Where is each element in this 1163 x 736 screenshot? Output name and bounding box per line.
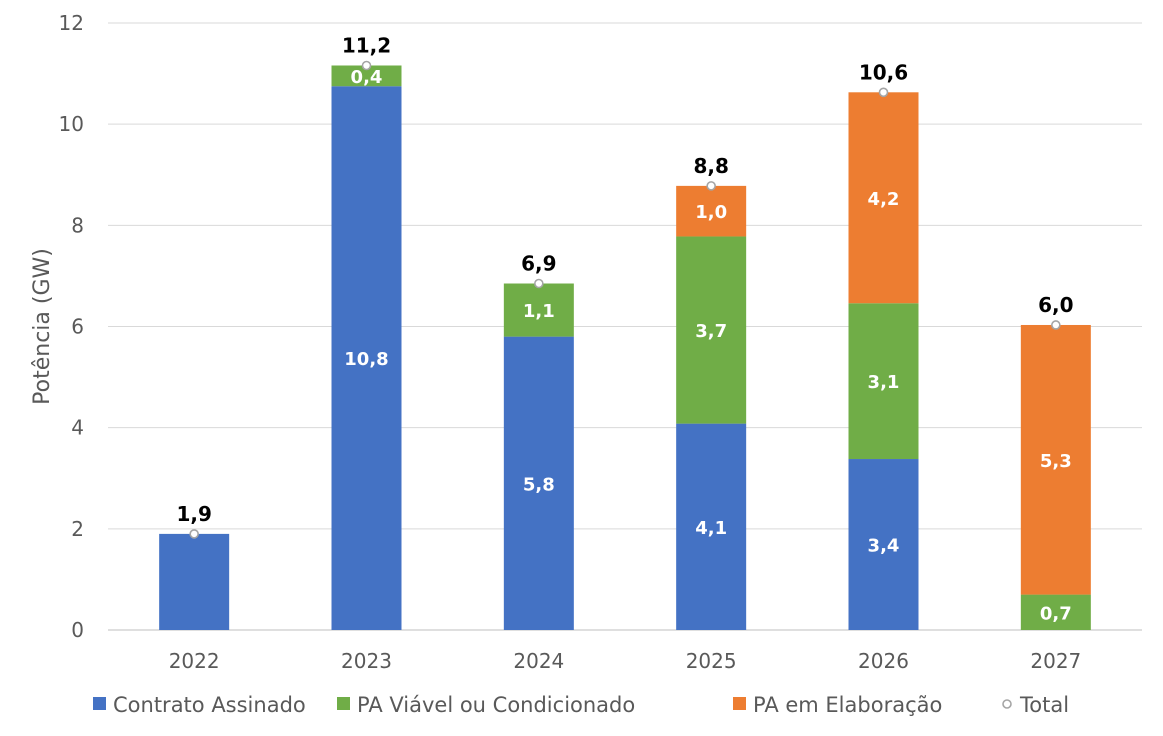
- x-tick-label: 2022: [169, 649, 220, 673]
- y-axis-label: Potência (GW): [30, 248, 55, 405]
- total-value-label: 10,6: [859, 60, 908, 84]
- total-marker: [189, 529, 199, 539]
- total-marker: [1051, 320, 1061, 330]
- legend-label: Total: [1019, 693, 1069, 717]
- y-axis-ticks: 0 2 4 6 8 10 12: [59, 11, 84, 642]
- bar-segment: [848, 303, 919, 460]
- bar-segment: [331, 86, 402, 630]
- y-tick-label: 0: [71, 618, 84, 642]
- y-tick-label: 6: [71, 315, 84, 339]
- bar-segment: [676, 236, 747, 424]
- bars: [159, 65, 1091, 630]
- segment-value-label: 10,8: [344, 349, 388, 370]
- total-value-label: 11,2: [342, 33, 391, 57]
- segment-value-label: 5,8: [523, 474, 555, 495]
- segment-value-label: 1,1: [523, 301, 555, 322]
- bar-segment: [1020, 594, 1091, 630]
- bar-segment: [331, 65, 402, 87]
- x-tick-label: 2023: [341, 649, 392, 673]
- segment-value-label: 0,7: [1040, 603, 1072, 624]
- x-axis-ticks: 2022 2023 2024 2025 2026 2027: [169, 649, 1082, 673]
- x-tick-label: 2024: [513, 649, 564, 673]
- total-marker: [706, 181, 716, 191]
- legend-label: Contrato Assinado: [113, 693, 306, 717]
- segment-value-label: 1,0: [695, 202, 727, 223]
- total-marker: [878, 87, 889, 98]
- y-tick-label: 2: [71, 517, 84, 541]
- bar-segment: [503, 336, 574, 630]
- total-value-label: 6,9: [521, 252, 556, 276]
- segment-value-label: 4,2: [868, 189, 900, 210]
- x-tick-label: 2026: [858, 649, 909, 673]
- bar-segment: [503, 283, 574, 337]
- legend-swatch: [337, 697, 350, 710]
- bar-segment: [676, 185, 747, 237]
- bar-segment: [1020, 324, 1091, 595]
- segment-value-label: 3,4: [868, 536, 900, 557]
- total-marker: [534, 278, 544, 289]
- total-value-label: 8,8: [693, 154, 728, 178]
- total-marker: [361, 60, 372, 71]
- y-tick-label: 4: [71, 416, 84, 440]
- bar-segment: [159, 533, 230, 630]
- legend: Contrato Assinado PA Viável ou Condiciona…: [93, 693, 1069, 717]
- segment-value-label: 3,7: [695, 321, 727, 342]
- segment-labels: 10,8 0,4 5,8 1,1 4,1 3,7 1,0 3,4 3,1 4,2 0,7 5,3: [344, 67, 1071, 624]
- x-tick-label: 2025: [686, 649, 737, 673]
- y-tick-label: 12: [59, 11, 84, 35]
- legend-label: PA em Elaboração: [753, 693, 942, 717]
- segment-value-label: 3,1: [868, 372, 900, 393]
- legend-marker: [1002, 699, 1012, 709]
- x-tick-label: 2027: [1030, 649, 1081, 673]
- total-value-label: 6,0: [1038, 293, 1073, 317]
- gridlines: [108, 22, 1142, 631]
- bar-segment: [848, 92, 919, 304]
- legend-swatch: [733, 697, 746, 710]
- bar-segment: [676, 423, 747, 630]
- legend-label: PA Viável ou Condicionado: [357, 693, 635, 717]
- segment-value-label: 0,4: [351, 67, 383, 88]
- segment-value-label: 5,3: [1040, 451, 1072, 472]
- segment-value-label: 4,1: [695, 518, 727, 539]
- total-value-label: 1,9: [176, 502, 211, 526]
- bar-segment: [848, 459, 919, 630]
- y-tick-label: 10: [59, 112, 84, 136]
- y-tick-label: 8: [71, 213, 84, 237]
- legend-swatch: [93, 697, 106, 710]
- total-markers: 1,9 11,2 6,9 8,8 10,6 6,0: [176, 33, 1074, 539]
